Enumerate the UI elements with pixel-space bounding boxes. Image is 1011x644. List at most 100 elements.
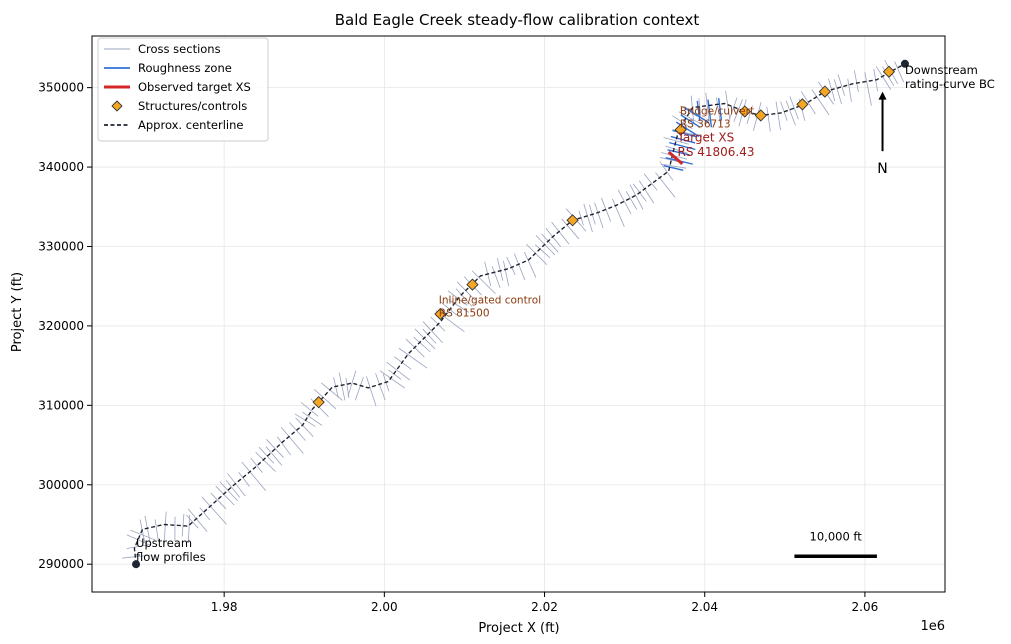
cross-section-line (894, 61, 904, 83)
cross-section-line (265, 446, 283, 466)
cross-section-line (255, 452, 276, 472)
roughness-zone-line (680, 114, 701, 128)
cross-section-line (280, 426, 304, 454)
y-axis-label: Project Y (ft) (10, 272, 25, 352)
annotation-line: RS 41806.43 (677, 145, 754, 159)
cross-section-line (526, 243, 548, 265)
cross-section-line (163, 511, 167, 546)
cross-section-line (690, 95, 695, 125)
cross-section-line (643, 173, 658, 191)
y-tick-label: 330000 (38, 239, 84, 253)
cross-section-line (561, 218, 580, 240)
legend-swatch-structures (111, 100, 123, 112)
scale-bar: 10,000 ft (794, 529, 877, 559)
cross-section-line (126, 543, 152, 549)
cross-section-line (659, 161, 674, 181)
cross-section-line (201, 496, 227, 525)
cross-section-line (716, 97, 721, 125)
cross-section-line (503, 260, 510, 287)
endpoint-dot (900, 59, 909, 68)
cross-section-line (541, 233, 559, 253)
structure-marker (796, 98, 809, 111)
cross-section-line (302, 411, 323, 426)
downstream-label: Downstream rating-curve BC (905, 63, 995, 91)
endpoint-dot (132, 560, 141, 569)
annotation-line: Target XS (676, 131, 734, 145)
legend-label: Roughness zone (138, 61, 232, 75)
x-tick-label: 2.02 (531, 600, 558, 614)
endpoint-label-line: Upstream (136, 536, 192, 550)
roughness-zone-line (669, 141, 696, 151)
cross-section-line (811, 89, 830, 116)
annotation-bridge: Bridge/culvert RS 36713 (680, 106, 754, 131)
cross-section-line (496, 258, 504, 281)
cross-section-line (678, 111, 703, 125)
cross-section-line (785, 100, 796, 126)
cross-section-line (394, 356, 412, 370)
roughness-zone-line (696, 100, 701, 122)
cross-section-line (680, 105, 698, 117)
annotations-layer: Inline/gated control RS 81500 Bridge/culve… (439, 106, 755, 320)
cross-section-line (617, 189, 632, 215)
legend-label: Structures/controls (138, 99, 247, 113)
cross-section-line (276, 436, 292, 456)
cross-section-line (655, 172, 676, 198)
cross-section-line (210, 493, 227, 510)
plot-frame (91, 35, 946, 593)
cross-section-line (313, 389, 337, 410)
cross-section-line (238, 471, 250, 487)
x-tick-label: 2.06 (852, 600, 879, 614)
cross-section-line (422, 321, 443, 344)
annotation-line: Bridge/culvert (680, 106, 754, 118)
cross-section-line (414, 328, 436, 350)
x-tick-label: 2.04 (691, 600, 718, 614)
y-tick-label: 320000 (38, 319, 84, 333)
cross-section-line (725, 90, 731, 119)
y-tick-label: 290000 (38, 557, 84, 571)
cross-section-line (524, 251, 537, 278)
cross-section-line (875, 66, 892, 90)
cross-section-line (440, 301, 457, 316)
cross-section-line (594, 202, 604, 229)
structure-marker (466, 278, 479, 291)
annotation-line: RS 81500 (439, 308, 490, 320)
y-tick-label: 300000 (38, 478, 84, 492)
roughness-zone-line (717, 98, 723, 121)
cross-section-line (333, 377, 339, 399)
cross-section-line (338, 372, 346, 401)
cross-section-line (837, 74, 846, 96)
cross-section-line (379, 370, 405, 389)
cross-section-line (728, 97, 738, 121)
legend-label: Approx. centerline (138, 118, 244, 132)
cross-section-line (122, 554, 152, 559)
scale-bar-label: 10,000 ft (810, 529, 863, 543)
x-tick-label: 1.98 (211, 600, 238, 614)
roughness-zone-layer (663, 98, 723, 171)
cross-section-line (746, 105, 753, 124)
cross-section-line (320, 382, 343, 401)
cross-section-line (663, 137, 689, 145)
y-tick-label: 350000 (38, 81, 84, 95)
endpoint-label-line: rating-curve BC (905, 77, 995, 91)
target-xs-layer (667, 150, 684, 166)
endpoint-label-line: flow profiles (136, 550, 206, 564)
north-arrow: N (877, 91, 888, 177)
cross-section-line (413, 336, 431, 353)
cross-section-line (186, 514, 199, 529)
north-label: N (877, 161, 887, 177)
cross-section-line (513, 253, 526, 281)
cross-section-line (448, 299, 470, 313)
cross-section-line (733, 99, 743, 122)
cross-section-line (833, 79, 842, 105)
cross-section-line (144, 515, 151, 543)
legend: Cross sections Roughness zone Observed tar… (97, 37, 269, 142)
target-xs-line (667, 150, 684, 166)
annotation-target: Target XS RS 41806.43 (676, 131, 754, 160)
x-axis-label: Project X (ft) (478, 621, 559, 636)
cross-section-line (672, 115, 693, 130)
x-tick-label: 2.00 (371, 600, 398, 614)
cross-section-line (853, 70, 859, 93)
cross-section-line (847, 78, 852, 102)
cross-section-line (241, 461, 267, 491)
